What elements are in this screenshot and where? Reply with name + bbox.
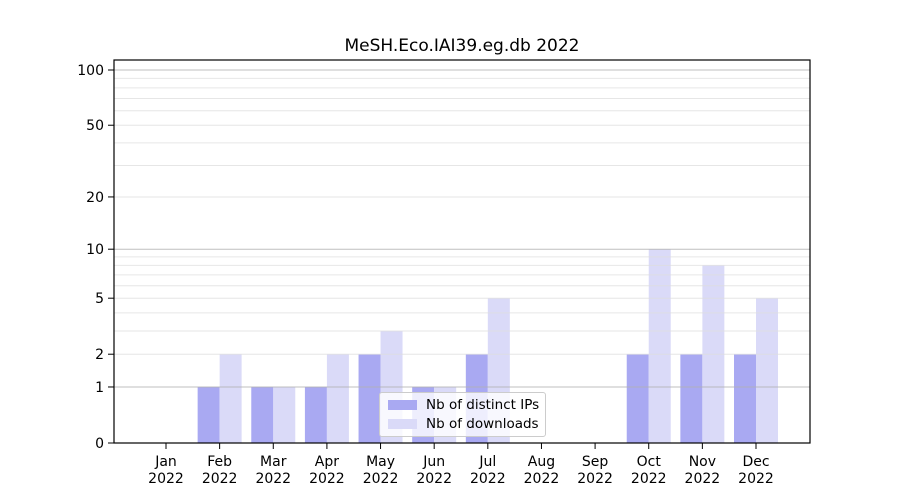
bar-downloads-oct xyxy=(648,249,671,443)
y-tick-label: 1 xyxy=(95,380,104,396)
bar-distinct-ips-nov xyxy=(680,354,703,443)
x-tick-label-year: 2022 xyxy=(255,471,291,487)
bar-distinct-ips-feb xyxy=(197,386,220,443)
x-tick-label-month: Dec xyxy=(742,454,769,470)
bar-downloads-dec xyxy=(756,298,778,443)
x-tick-label-year: 2022 xyxy=(524,471,560,487)
x-tick-label-month: Feb xyxy=(207,454,232,470)
legend-label-distinct-ips: Nb of distinct IPs xyxy=(426,397,540,413)
bar-distinct-ips-oct xyxy=(626,354,649,443)
chart-title: MeSH.Eco.IAI39.eg.db 2022 xyxy=(344,36,580,56)
bar-downloads-apr xyxy=(326,354,349,443)
x-tick-label-month: Jun xyxy=(422,454,445,470)
x-tick-label-month: Jan xyxy=(154,454,177,470)
bar-distinct-ips-apr xyxy=(304,386,327,443)
x-tick-label-year: 2022 xyxy=(577,471,613,487)
legend-item-downloads: Nb of downloads xyxy=(388,416,539,432)
x-tick-label-month: Sep xyxy=(582,454,609,470)
x-tick-label-year: 2022 xyxy=(470,471,506,487)
y-tick-label: 20 xyxy=(86,190,104,206)
legend-item-distinct-ips: Nb of distinct IPs xyxy=(388,397,540,413)
x-tick-label-month: Mar xyxy=(260,454,287,470)
x-tick-label-year: 2022 xyxy=(685,471,721,487)
x-tick-label-year: 2022 xyxy=(202,471,238,487)
x-tick-label-month: May xyxy=(366,454,395,470)
legend-swatch-downloads xyxy=(388,419,417,429)
x-tick-label-year: 2022 xyxy=(148,471,184,487)
y-tick-label: 5 xyxy=(95,291,104,307)
bar-downloads-feb xyxy=(219,354,242,443)
legend-label-downloads: Nb of downloads xyxy=(426,416,539,432)
x-tick-label-month: Nov xyxy=(689,454,716,470)
x-tick-label-year: 2022 xyxy=(738,471,774,487)
x-tick-label-year: 2022 xyxy=(309,471,345,487)
bar-distinct-ips-may xyxy=(358,354,381,443)
y-tick-label: 2 xyxy=(95,347,104,363)
x-tick-label-month: Jul xyxy=(478,454,496,470)
plot-border xyxy=(113,59,811,444)
bar-distinct-ips-mar xyxy=(251,386,274,443)
bar-distinct-ips-dec xyxy=(734,354,756,443)
x-tick-label-year: 2022 xyxy=(416,471,452,487)
bar-downloads-mar xyxy=(273,386,296,443)
x-tick-label-year: 2022 xyxy=(631,471,667,487)
legend-swatch-distinct-ips xyxy=(388,400,417,410)
y-tick-label: 100 xyxy=(77,63,104,79)
y-tick-label: 50 xyxy=(86,118,104,134)
y-tick-label: 10 xyxy=(86,242,104,258)
x-tick-label-month: Apr xyxy=(315,454,339,470)
x-tick-label-year: 2022 xyxy=(363,471,399,487)
x-tick-label-month: Aug xyxy=(528,454,555,470)
x-tick-label-month: Oct xyxy=(637,454,662,470)
legend: Nb of distinct IPs Nb of downloads xyxy=(379,392,546,437)
y-tick-label: 0 xyxy=(95,436,104,452)
